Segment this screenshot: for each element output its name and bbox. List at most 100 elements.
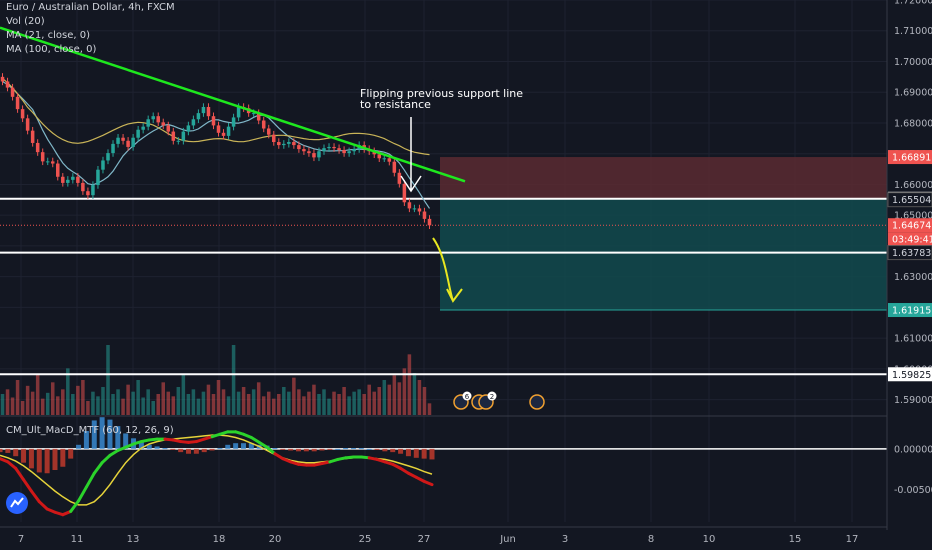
candle-body [111, 143, 115, 154]
position-zones[interactable] [440, 157, 887, 311]
macd-histogram-bar [91, 420, 97, 449]
candle-body [126, 140, 130, 147]
volume-bar [382, 380, 387, 415]
volume-bar [171, 396, 176, 415]
volume-bar [216, 380, 221, 415]
time-tick-label: 3 [562, 534, 568, 545]
trendline[interactable] [0, 26, 466, 183]
volume-bar [40, 398, 45, 415]
macd-histogram-bar [429, 448, 435, 460]
macd-line-segment [84, 471, 96, 489]
macd-histogram-bar [52, 448, 58, 470]
tradingview-logo[interactable] [6, 492, 28, 514]
candle-body [266, 128, 271, 135]
candle-body [15, 96, 20, 110]
down-arrow-icon [400, 117, 422, 193]
macd-histogram-bar [5, 448, 11, 453]
price-label-box [888, 150, 932, 165]
volume-bar [66, 368, 70, 415]
macd-histogram-bar [138, 442, 144, 449]
macd-tick-label: 0.00000 [894, 444, 932, 455]
horizontal-levels[interactable] [0, 197, 887, 376]
volume-bar [312, 384, 316, 415]
candle-body [61, 176, 65, 183]
candle-body [5, 81, 10, 88]
candle-body [201, 106, 206, 114]
volume-bar [56, 396, 60, 415]
volume-bar [352, 391, 356, 415]
volume-bar [297, 389, 301, 415]
macd-histogram-bar [421, 448, 427, 459]
macd-histogram-bar [21, 448, 27, 463]
volume-bar [106, 345, 110, 415]
event-marker-icon [529, 394, 545, 410]
candle-body [231, 117, 236, 127]
macd-histogram-bar [358, 448, 364, 450]
candle-body [196, 113, 201, 120]
candle-body [20, 109, 25, 119]
indicator-ma100[interactable]: MA (100, close, 0) [6, 44, 97, 55]
macd-tick-label: -0.00500 [894, 485, 932, 496]
candle-body [40, 152, 45, 162]
macd-histogram-bar [107, 419, 113, 449]
volume-bar [30, 391, 35, 415]
candle-body [427, 218, 432, 226]
volume-bar [186, 394, 191, 415]
macd-line-segment [92, 461, 104, 475]
candle-body [377, 154, 382, 159]
candle-body [106, 153, 110, 161]
price-label-box [888, 367, 932, 382]
volume-bar [362, 394, 366, 415]
volume-bar [342, 387, 346, 415]
macd-histogram-bar [170, 448, 176, 450]
volume-bar [392, 375, 397, 415]
candle-body [282, 143, 286, 146]
macd-indicator-label[interactable]: CM_Ult_MacD_MTF (60, 12, 26, 9) [6, 425, 174, 436]
candle-body [387, 158, 392, 162]
volume-bar [96, 396, 100, 415]
indicator-vol[interactable]: Vol (20) [6, 16, 45, 27]
candle-body [221, 132, 226, 136]
macd-histogram-bar [405, 448, 411, 457]
candle-body [226, 126, 231, 136]
macd-histogram-bar [335, 448, 341, 450]
volume-bar [176, 387, 181, 415]
take-profit-zone [440, 198, 887, 311]
macd-histogram-bar [295, 448, 301, 452]
candle-body [66, 179, 70, 183]
volume-bar [372, 391, 376, 415]
candle-body [352, 149, 356, 152]
indicator-ma21[interactable]: MA (21, close, 0) [6, 30, 91, 41]
candle-body [287, 142, 291, 144]
macd-histogram-bar [201, 448, 207, 453]
stop-loss-zone [440, 157, 887, 199]
candle-body [121, 137, 125, 141]
time-tick-label: 10 [703, 534, 716, 545]
candle-body [372, 151, 376, 155]
macd-line-segment [422, 479, 434, 487]
volume-bar [81, 380, 85, 415]
candle-body [10, 87, 15, 97]
candle-body [272, 134, 276, 143]
volume-bar [91, 391, 95, 415]
volume-bar [61, 389, 65, 415]
macd-histogram-bar [240, 443, 246, 449]
volume-bar [141, 397, 145, 415]
price-label-box [888, 218, 932, 233]
time-tick-label: 20 [269, 534, 282, 545]
candle-body [50, 161, 55, 164]
candle-body [337, 148, 341, 151]
candle-body [146, 119, 150, 127]
volume-bar [282, 387, 286, 415]
price-tick-label: 1.70000 [894, 57, 932, 68]
candle-body [0, 76, 5, 82]
candle-body [256, 113, 261, 121]
macd-line-segment [257, 440, 269, 449]
volume-bar [181, 374, 186, 415]
volume-bar [111, 394, 115, 415]
time-tick-label: 25 [359, 534, 372, 545]
volume-bar [427, 403, 432, 415]
candle-body [236, 106, 241, 118]
